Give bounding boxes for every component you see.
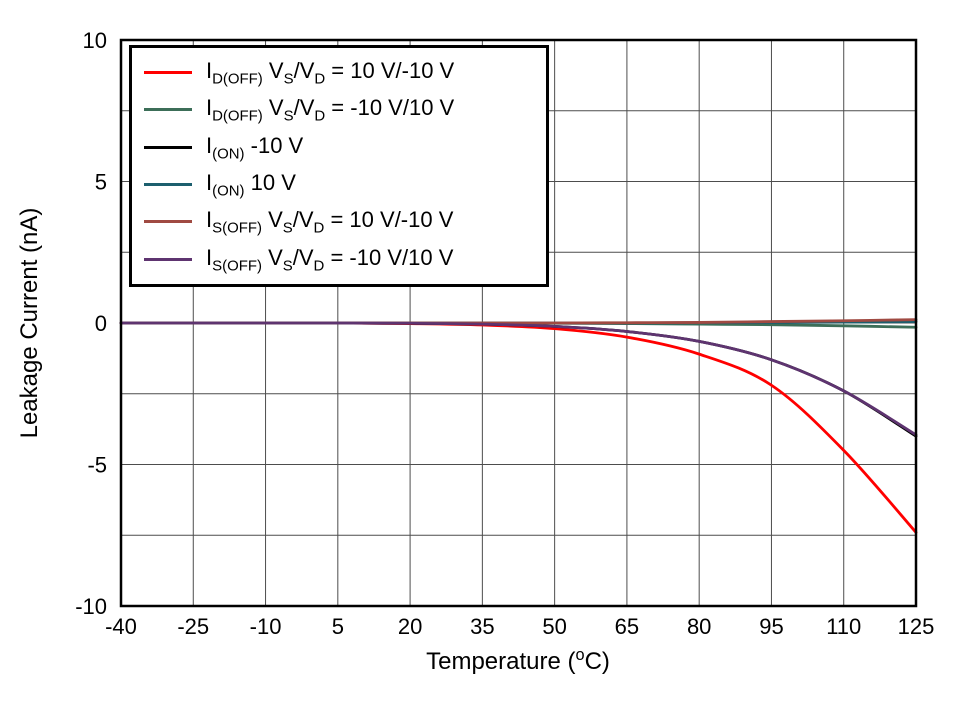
legend-label: ID(OFF) VS/VD = 10 V/-10 V <box>206 57 455 88</box>
series-is-off-vs-10-vd10 <box>119 321 918 437</box>
plot-border <box>119 38 918 608</box>
x-tick-label: -40 <box>105 614 137 639</box>
x-tick-label: 95 <box>759 614 783 639</box>
y-tick-label: -10 <box>75 594 107 619</box>
series-id-off-vs10-vd-10 <box>119 321 918 534</box>
y-tick-label: -5 <box>87 453 107 478</box>
x-tick-label: 35 <box>470 614 494 639</box>
x-tick-label: 65 <box>615 614 639 639</box>
y-tick-label: 10 <box>83 28 107 53</box>
x-tick-label: 125 <box>898 614 935 639</box>
legend: ID(OFF) VS/VD = 10 V/-10 V ID(OFF) VS/VD … <box>129 45 549 287</box>
legend-label: I(ON) 10 V <box>206 169 296 200</box>
legend-label: ID(OFF) VS/VD = -10 V/10 V <box>206 95 455 125</box>
legend-swatch <box>144 183 192 187</box>
y-axis-title: Leakage Current (nA) <box>16 207 43 439</box>
legend-swatch <box>144 220 192 224</box>
legend-swatch <box>144 257 192 261</box>
x-tick-label: 80 <box>687 614 711 639</box>
legend-label: I(ON) -10 V <box>206 132 304 163</box>
legend-item: I(ON) -10 V <box>144 133 534 162</box>
y-tick-label: 0 <box>95 311 107 336</box>
y-tick-label: 5 <box>95 170 107 195</box>
series-i-on-minus10v <box>119 321 918 438</box>
legend-item: IS(OFF) VS/VD = -10 V/10 V <box>144 245 534 274</box>
x-tick-label: 50 <box>542 614 566 639</box>
legend-item: ID(OFF) VS/VD = -10 V/10 V <box>144 95 534 125</box>
x-tick-label: 20 <box>398 614 422 639</box>
legend-item: ID(OFF) VS/VD = 10 V/-10 V <box>144 58 534 87</box>
legend-swatch <box>144 108 192 112</box>
legend-swatch <box>144 145 192 149</box>
x-tick-label: -25 <box>177 614 209 639</box>
x-tick-label: 110 <box>826 614 861 639</box>
legend-item: IS(OFF) VS/VD = 10 V/-10 V <box>144 207 534 237</box>
x-tick-label: 5 <box>332 614 344 639</box>
legend-item: I(ON) 10 V <box>144 170 534 199</box>
legend-swatch <box>144 71 192 75</box>
x-tick-label: -10 <box>250 614 282 639</box>
x-axis-title: Temperature (oC) <box>426 646 610 675</box>
legend-label: IS(OFF) VS/VD = -10 V/10 V <box>206 244 454 274</box>
legend-label: IS(OFF) VS/VD = 10 V/-10 V <box>206 207 454 237</box>
